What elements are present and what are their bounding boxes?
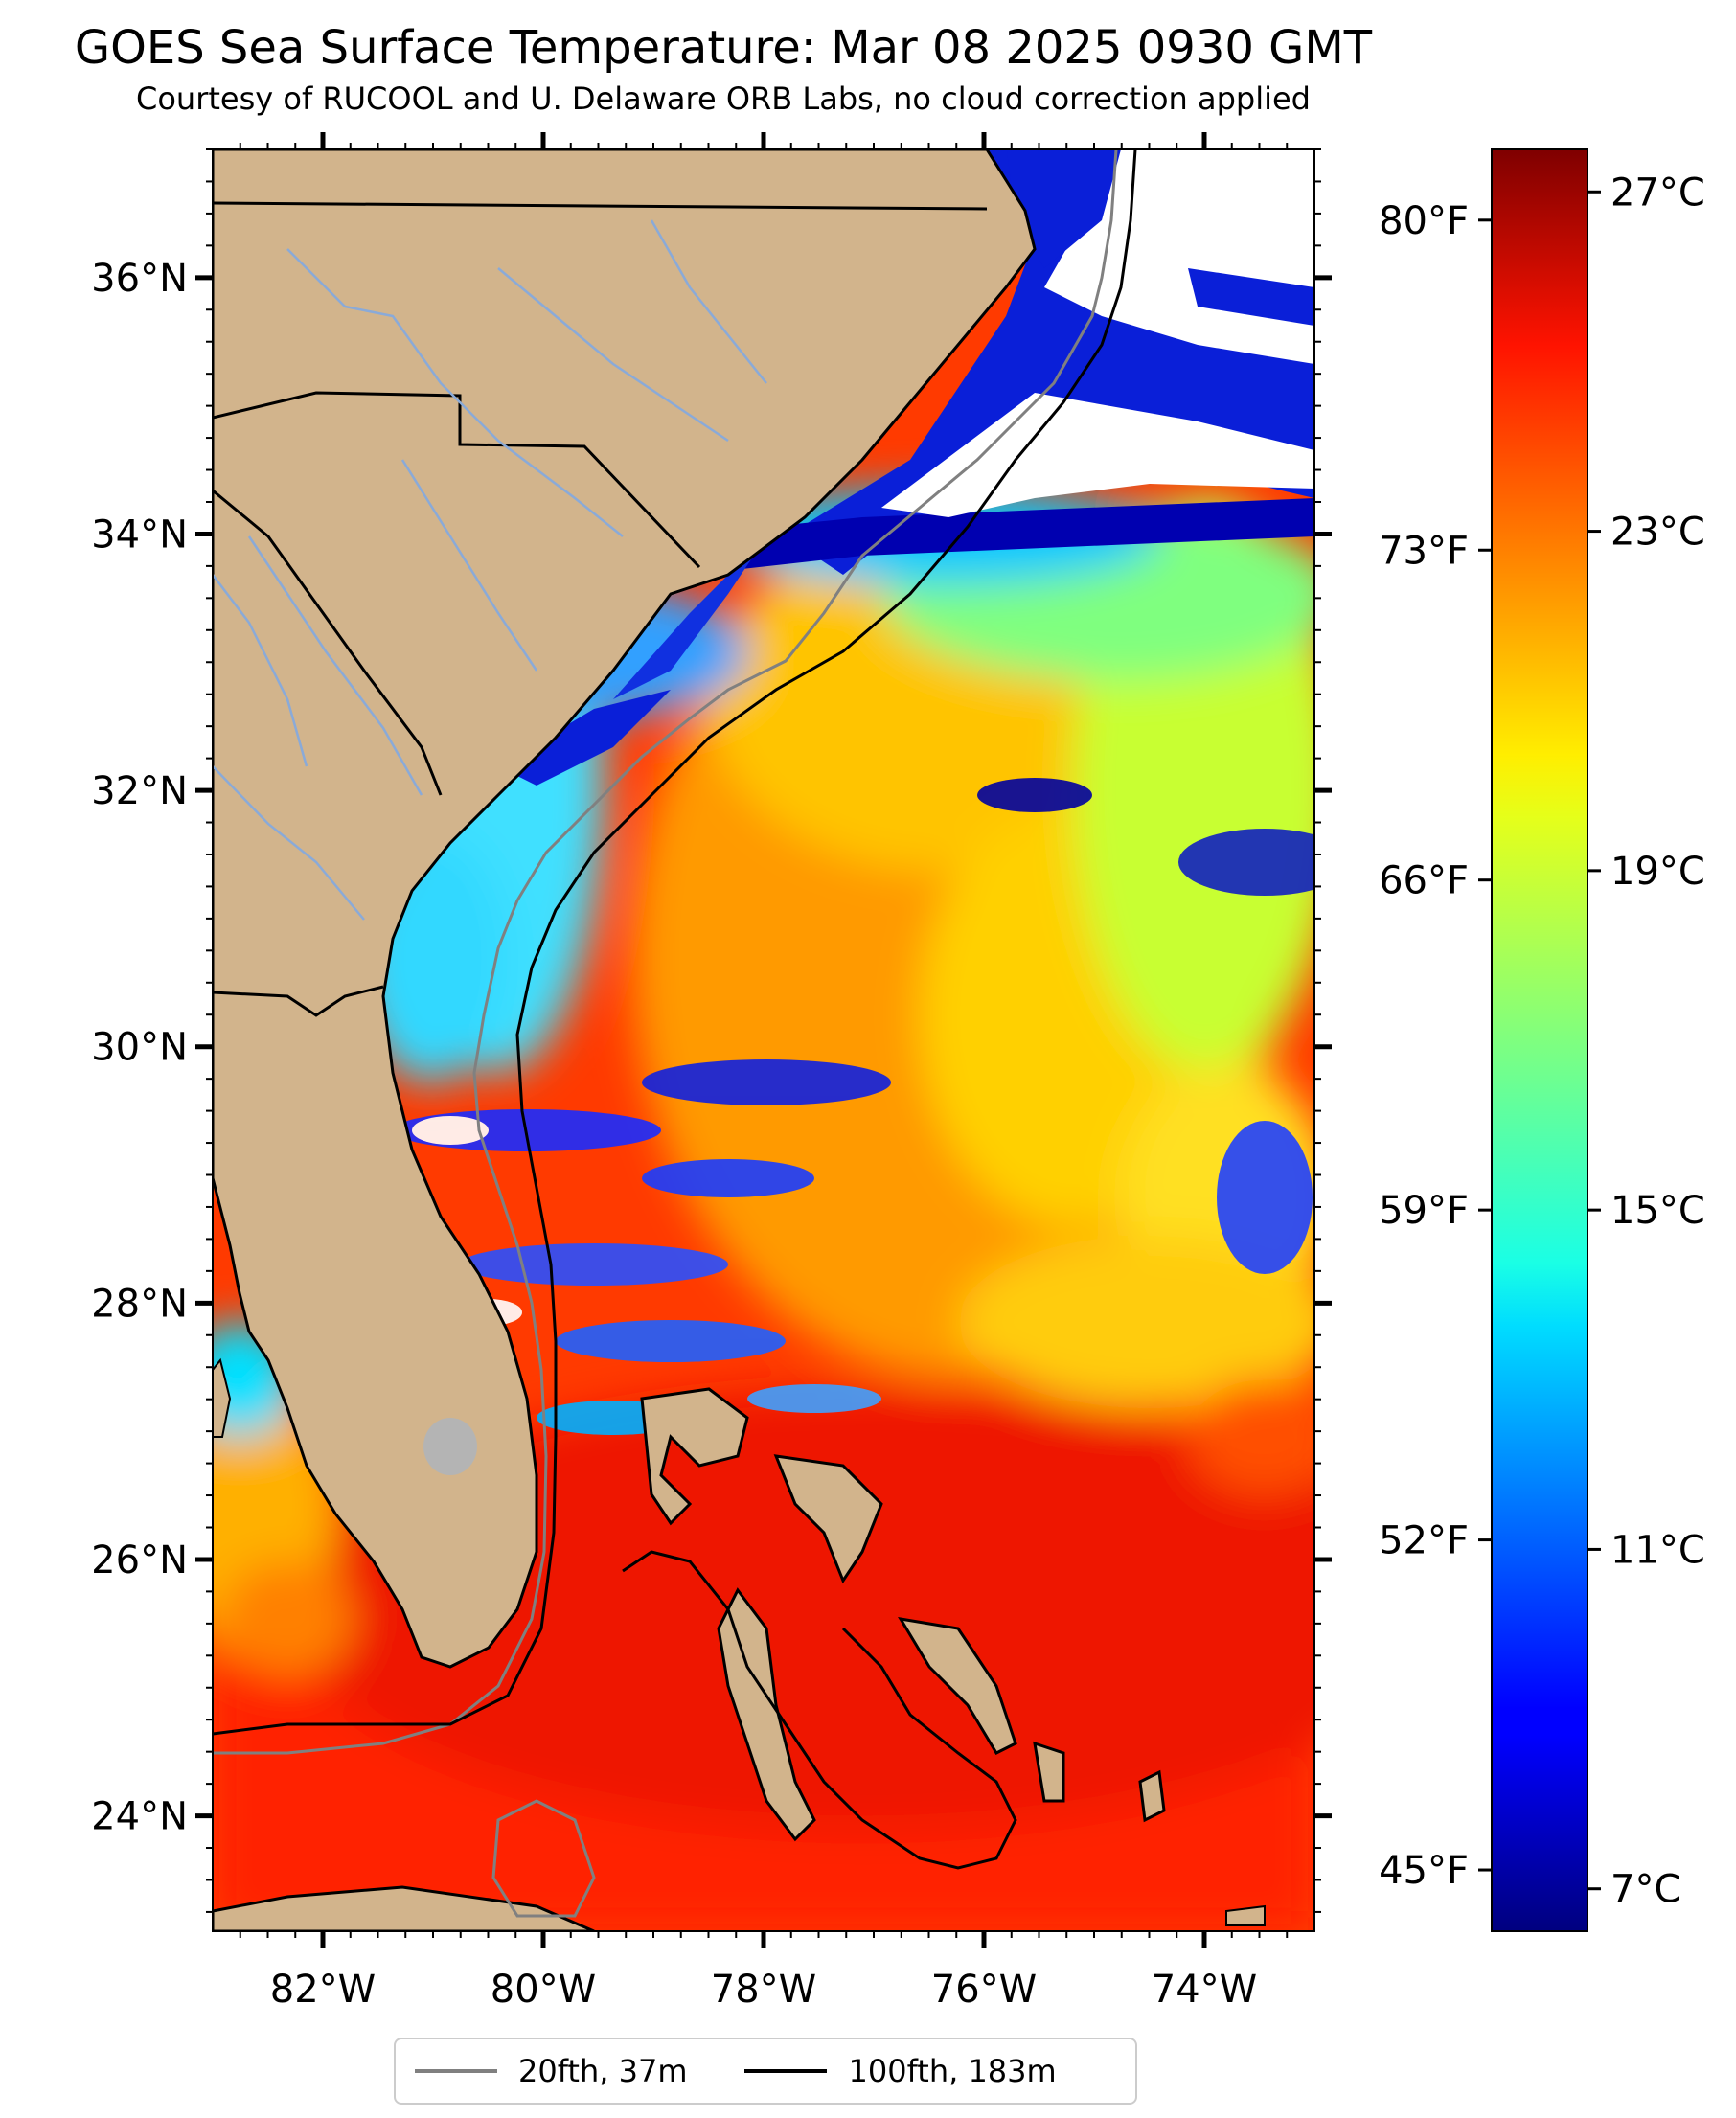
- colorbar-celsius-label: 15°C: [1610, 1189, 1705, 1233]
- legend-line-gray: [415, 2069, 497, 2073]
- lon-tick-label: 80°W: [491, 1968, 596, 2012]
- colorbar: [1491, 148, 1588, 1932]
- colorbar-celsius-label: 23°C: [1610, 511, 1705, 555]
- lat-tick-label: 26°N: [91, 1538, 188, 1583]
- lon-tick-label: 76°W: [931, 1968, 1037, 2012]
- lon-tick-label: 74°W: [1152, 1968, 1257, 2012]
- lat-tick-label: 34°N: [91, 512, 188, 557]
- lat-tick-label: 24°N: [91, 1795, 188, 1839]
- contour-20fth: [213, 149, 1118, 1755]
- colorbar-fahrenheit-label: 45°F: [1379, 1849, 1469, 1893]
- colorbar-fahrenheit-label: 59°F: [1379, 1189, 1469, 1233]
- lat-tick-label: 36°N: [91, 257, 188, 301]
- legend-entry-20fth: 20fth, 37m: [415, 2053, 687, 2089]
- contour-100fth: [213, 149, 1137, 1736]
- colorbar-celsius-label: 11°C: [1610, 1528, 1705, 1572]
- colorbar-ticks: 7°C 11°C 15°C 19°C 23°C 27°C 45°F 52°F 59°F 66°F 7…: [1379, 171, 1705, 1911]
- contour-bahamas: [622, 1550, 1017, 1870]
- colorbar-fahrenheit-label: 80°F: [1379, 199, 1469, 243]
- legend-label-20fth: 20fth, 37m: [518, 2053, 688, 2089]
- lat-tick-label: 30°N: [91, 1026, 188, 1070]
- map-title: GOES Sea Surface Temperature: Mar 08 202…: [74, 21, 1373, 75]
- map-subtitle: Courtesy of RUCOOL and U. Delaware ORB L…: [136, 80, 1311, 117]
- state-borders: [213, 201, 988, 1017]
- legend-label-100fth: 100fth, 183m: [848, 2053, 1057, 2089]
- contour-gray-bahamas: [491, 1799, 596, 1918]
- lat-tick-label: 28°N: [91, 1282, 188, 1326]
- lake-okeechobee: [423, 1418, 477, 1475]
- colorbar-fahrenheit-label: 73°F: [1379, 529, 1469, 573]
- map-area: [213, 149, 1314, 1931]
- legend: 20fth, 37m 100fth, 183m: [394, 2038, 1137, 2105]
- colorbar-fahrenheit-label: 52°F: [1379, 1519, 1469, 1563]
- rivers: [213, 219, 767, 921]
- colorbar-celsius-label: 27°C: [1610, 171, 1705, 215]
- colorbar-celsius-label: 19°C: [1610, 850, 1705, 894]
- colorbar-celsius-label: 7°C: [1610, 1868, 1680, 1912]
- legend-line-black: [744, 2069, 828, 2073]
- lon-tick-label: 78°W: [711, 1968, 816, 2012]
- map-axis-ticks: 24°N 26°N 28°N 30°N 32°N 34°N 36°N 82°W 80°W 78°W…: [91, 132, 1332, 2012]
- lat-tick-label: 32°N: [91, 769, 188, 813]
- lon-tick-label: 82°W: [270, 1968, 376, 2012]
- colorbar-fahrenheit-label: 66°F: [1379, 859, 1469, 903]
- legend-entry-100fth: 100fth, 183m: [744, 2053, 1057, 2089]
